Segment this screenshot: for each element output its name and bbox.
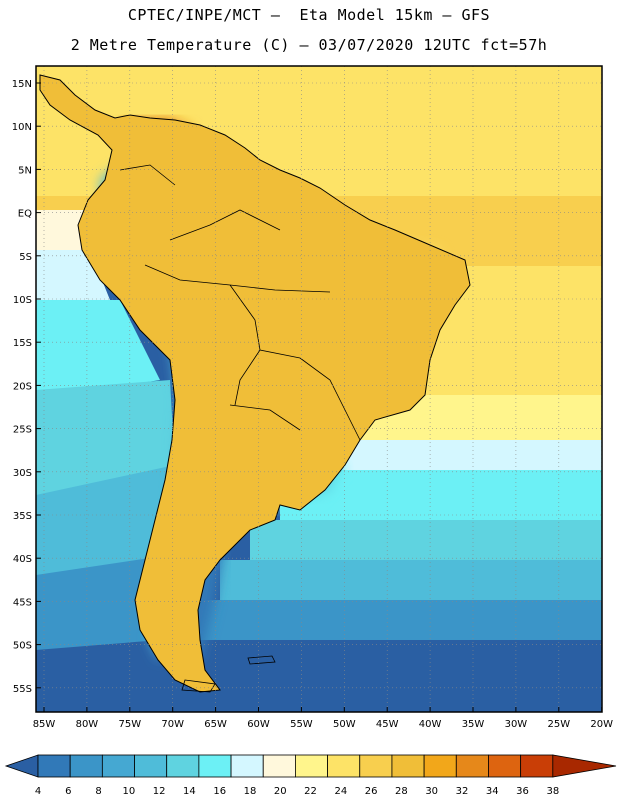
- longitude-label: 20W: [590, 719, 613, 730]
- latitude-label: 50S: [13, 641, 32, 652]
- longitude-label: 80W: [76, 719, 99, 730]
- colorbar-label: 34: [486, 786, 499, 797]
- longitude-label: 85W: [33, 719, 56, 730]
- colorbar-swatch: [101, 754, 135, 778]
- colorbar-labels: 4 6 8 10 12 14 16 18 20 22 24 26 28 30 32 34 36 38: [35, 786, 559, 797]
- latitude-label: 55S: [13, 684, 32, 695]
- colorbar-swatch: [69, 754, 103, 778]
- map-frame: [35, 65, 603, 713]
- longitude-label: 75W: [118, 719, 141, 730]
- colorbar-swatch: [520, 754, 554, 778]
- colorbar-swatch: [230, 754, 264, 778]
- longitude-label: 35W: [462, 719, 485, 730]
- longitude-label: 45W: [376, 719, 399, 730]
- colorbar-label: 14: [183, 786, 196, 797]
- latitude-labels: 15N 10N 5N EQ 5S 10S 15S 20S 25S 30S 35S 40S 45S 50S 5…: [12, 79, 41, 695]
- longitude-label: 70W: [161, 719, 184, 730]
- latitude-label: 10N: [12, 122, 32, 133]
- longitude-label: 25W: [547, 719, 570, 730]
- longitude-labels: 85W 80W 75W 70W 65W 60W 55W 50W 45W 40W 35W 30W 25W 2…: [33, 707, 613, 730]
- latitude-label: 40S: [13, 554, 32, 565]
- longitude-label: 65W: [204, 719, 227, 730]
- colorbar-swatch: [359, 754, 393, 778]
- colorbar-label: 32: [456, 786, 469, 797]
- latitude-label: 10S: [13, 295, 32, 306]
- colorbar-label: 38: [546, 786, 559, 797]
- colorbar-label: 28: [395, 786, 408, 797]
- latitude-label: 15N: [12, 79, 32, 90]
- colorbar-swatch: [37, 754, 71, 778]
- colorbar-swatch: [488, 754, 522, 778]
- colorbar-swatch: [423, 754, 457, 778]
- colorbar-label: 10: [122, 786, 135, 797]
- longitude-label: 30W: [505, 719, 528, 730]
- colorbar-label: 20: [274, 786, 287, 797]
- latitude-label: 20S: [13, 381, 32, 392]
- colorbar-label: 26: [365, 786, 378, 797]
- latitude-label: 30S: [13, 468, 32, 479]
- colorbar-label: 24: [334, 786, 347, 797]
- colorbar-label: 6: [65, 786, 71, 797]
- colorbar-arrow-high: [552, 754, 617, 778]
- latitude-label: EQ: [18, 209, 32, 220]
- longitude-label: 60W: [247, 719, 270, 730]
- colorbar-swatch: [295, 754, 328, 778]
- colorbar-swatch: [134, 754, 168, 778]
- title-line-2: 2 Metre Temperature (C) – 03/07/2020 12U…: [70, 36, 548, 54]
- colorbar-label: 4: [35, 786, 41, 797]
- longitude-label: 50W: [333, 719, 356, 730]
- longitude-label: 40W: [419, 719, 442, 730]
- colorbar-label: 30: [425, 786, 438, 797]
- colorbar-label: 18: [244, 786, 257, 797]
- latitude-label: 5S: [19, 252, 32, 263]
- colorbar-swatch: [327, 754, 361, 778]
- latitude-label: 15S: [13, 338, 32, 349]
- colorbar: [4, 754, 617, 778]
- latitude-label: 45S: [13, 597, 32, 608]
- title-line-1: CPTEC/INPE/MCT – Eta Model 15km – GFS: [127, 6, 491, 24]
- coastline: [39, 74, 471, 693]
- colorbar-label: 8: [95, 786, 101, 797]
- colorbar-label: 22: [304, 786, 317, 797]
- colorbar-swatch: [198, 754, 232, 778]
- colorbar-arrow-low: [4, 754, 39, 778]
- latitude-label: 5N: [18, 165, 32, 176]
- colorbar-label: 36: [516, 786, 529, 797]
- colorbar-swatch: [455, 754, 489, 778]
- latitude-label: 35S: [13, 511, 32, 522]
- colorbar-swatch: [166, 754, 200, 778]
- latitude-label: 25S: [13, 425, 32, 436]
- colorbar-swatch: [391, 754, 425, 778]
- colorbar-swatch: [262, 754, 296, 778]
- longitude-label: 55W: [290, 719, 313, 730]
- colorbar-label: 12: [153, 786, 166, 797]
- colorbar-label: 16: [213, 786, 226, 797]
